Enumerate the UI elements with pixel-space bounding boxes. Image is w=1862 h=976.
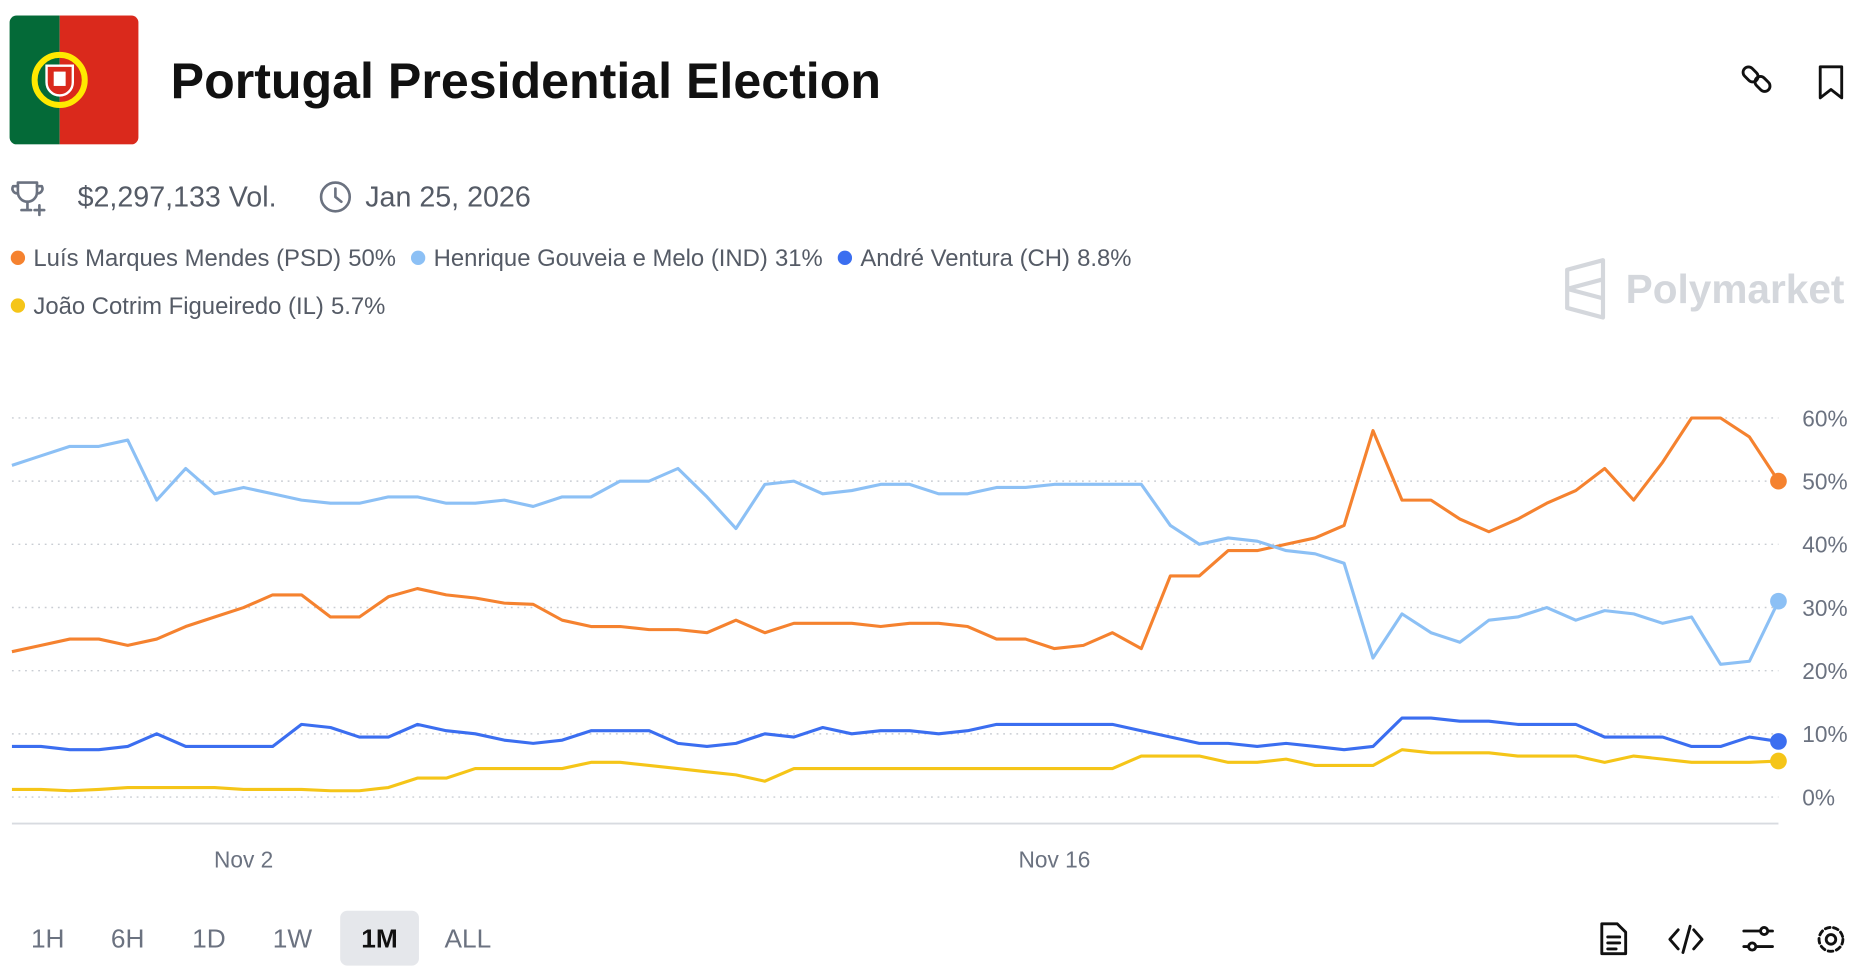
range-buttons: 1H 6H 1D 1W 1M ALL bbox=[31, 910, 492, 966]
y-tick-label: 10% bbox=[1802, 721, 1847, 747]
range-button[interactable]: 1D bbox=[192, 924, 226, 954]
x-tick-label: Nov 2 bbox=[214, 847, 273, 873]
clock-icon bbox=[319, 181, 352, 213]
range-button-selected[interactable] bbox=[340, 910, 419, 966]
legend-value: 50% bbox=[348, 245, 396, 272]
embed-button[interactable] bbox=[1668, 924, 1704, 954]
last-point bbox=[1770, 472, 1787, 490]
legend-swatch bbox=[10, 298, 26, 313]
legend-swatch bbox=[837, 250, 853, 265]
legend: Luís Marques Mendes (PSD) 50% Henrique Gou… bbox=[10, 245, 1131, 320]
legend-name: Luís Marques Mendes (PSD) bbox=[33, 245, 341, 272]
watermark-logo bbox=[1565, 258, 1606, 320]
legend-value: 8.8% bbox=[1077, 245, 1131, 272]
bookmark-button[interactable] bbox=[1818, 65, 1844, 100]
legend-name: Henrique Gouveia e Melo (IND) bbox=[434, 245, 768, 272]
y-tick-label: 40% bbox=[1802, 532, 1847, 558]
legend-name: André Ventura (CH) bbox=[860, 245, 1070, 272]
last-point bbox=[1770, 733, 1787, 750]
page-title: Portugal Presidential Election bbox=[171, 53, 881, 109]
y-tick-label: 20% bbox=[1802, 658, 1847, 684]
y-tick-label: 60% bbox=[1802, 405, 1847, 431]
range-button[interactable]: 6H bbox=[111, 924, 145, 954]
series-line bbox=[11, 438, 1780, 666]
trophy-icon bbox=[11, 181, 46, 217]
series-line bbox=[11, 416, 1780, 654]
y-tick-label: 0% bbox=[1802, 784, 1835, 810]
legend-swatch bbox=[410, 250, 426, 265]
range-button[interactable]: 1W bbox=[273, 924, 313, 954]
watermark: Polymarket bbox=[1626, 266, 1845, 312]
flag bbox=[9, 15, 139, 145]
end-date: Jan 25, 2026 bbox=[365, 181, 531, 213]
settings-gear[interactable] bbox=[1817, 925, 1845, 953]
x-tick-label: Nov 16 bbox=[1019, 847, 1091, 873]
y-tick-label: 30% bbox=[1802, 595, 1847, 621]
last-point bbox=[1770, 752, 1787, 770]
legend-name: João Cotrim Figueiredo (IL) bbox=[33, 293, 323, 320]
legend-value: 5.7% bbox=[331, 293, 385, 320]
series-line bbox=[11, 748, 1779, 793]
export-button[interactable] bbox=[1600, 922, 1628, 956]
plot: 0% 10% 20% 30% 40% 50% 60% Nov 2 Nov 16 bbox=[11, 405, 1848, 873]
range-button[interactable]: 1H bbox=[31, 924, 65, 954]
y-tick-label: 50% bbox=[1802, 468, 1847, 494]
range-button[interactable]: 1M bbox=[361, 924, 397, 954]
settings-sliders[interactable] bbox=[1742, 925, 1774, 952]
volume: $2,297,133 Vol. bbox=[78, 181, 277, 213]
last-point bbox=[1770, 592, 1787, 610]
legend-swatch bbox=[10, 250, 26, 265]
series-line bbox=[11, 716, 1779, 752]
legend-value: 31% bbox=[775, 245, 823, 272]
link-button[interactable] bbox=[1741, 65, 1772, 94]
range-button[interactable]: ALL bbox=[445, 924, 492, 954]
